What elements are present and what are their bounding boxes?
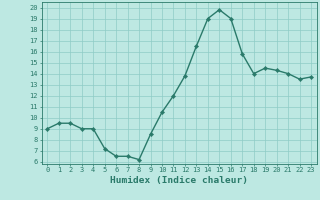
X-axis label: Humidex (Indice chaleur): Humidex (Indice chaleur): [110, 176, 248, 185]
